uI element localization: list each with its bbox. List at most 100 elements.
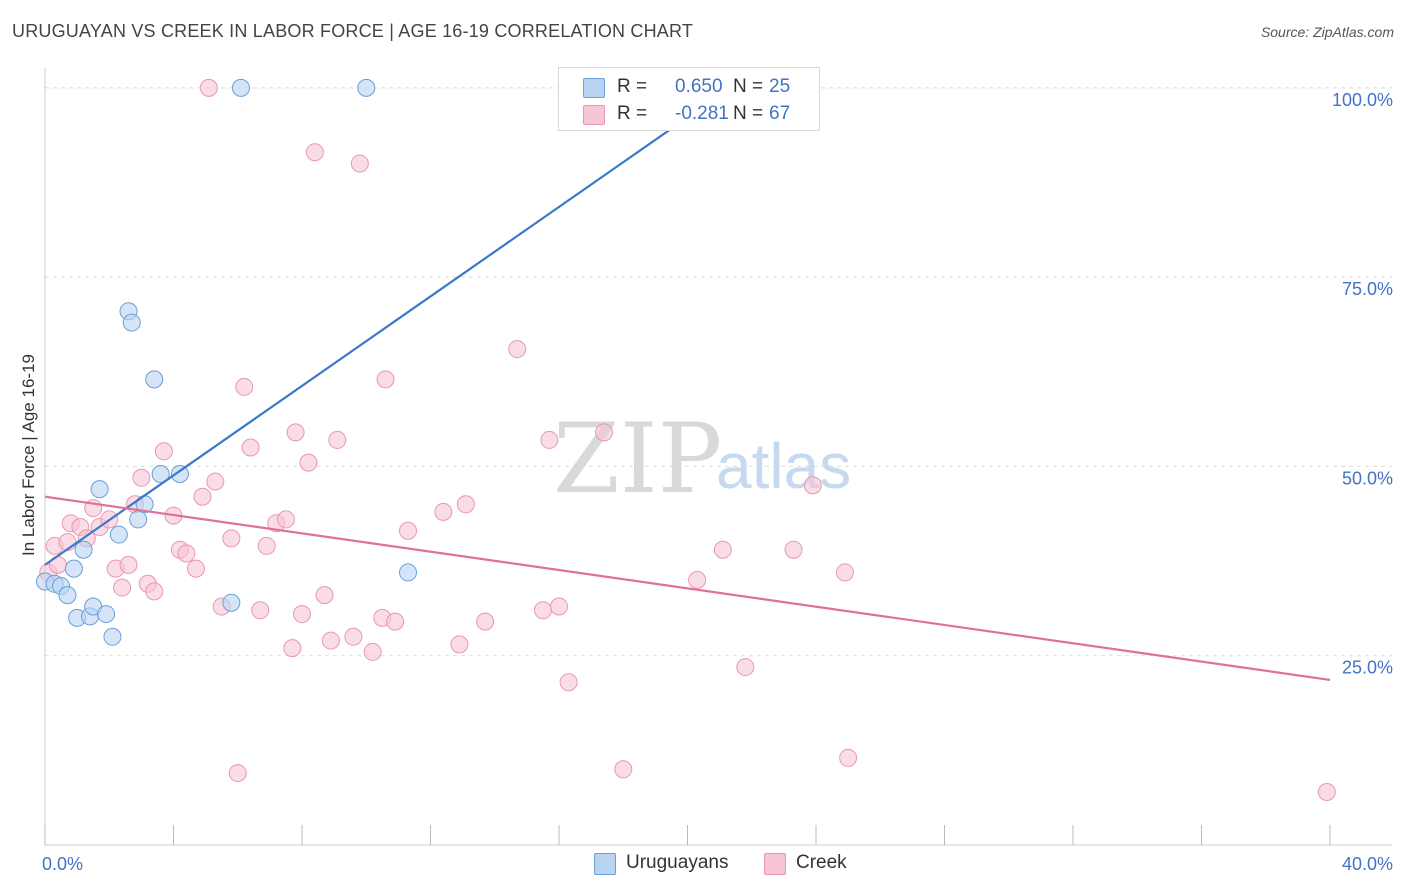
- watermark-zip-text: ZIP: [553, 403, 722, 515]
- creek-point: [222, 529, 241, 548]
- legend-r-value: -0.281: [675, 103, 729, 124]
- creek-point: [276, 510, 295, 529]
- creek-point: [550, 597, 568, 616]
- uruguayan-point: [151, 465, 170, 483]
- uruguayan-point: [64, 559, 83, 578]
- creek-point: [328, 430, 347, 449]
- creek-point: [299, 453, 318, 472]
- legend-r-value: 0.650: [675, 76, 723, 97]
- legend-n-label: N =: [733, 103, 764, 124]
- y-axis-label: In Labor Force | Age 16-19: [19, 354, 38, 556]
- uruguayan-point: [129, 510, 148, 529]
- creek-point: [803, 476, 822, 495]
- creek-point: [154, 442, 173, 461]
- creek-point: [456, 495, 475, 514]
- legend-swatch-uruguayans: [583, 78, 605, 98]
- creek-point: [540, 430, 559, 449]
- legend-n-value: 25: [769, 76, 791, 97]
- creek-point: [235, 377, 254, 396]
- creek-point: [241, 438, 260, 457]
- uruguayan-point: [145, 370, 164, 389]
- creek-point: [283, 639, 302, 658]
- creek-point: [839, 748, 858, 767]
- series-label-uruguayans: Uruguayans: [626, 852, 729, 873]
- creek-point: [350, 154, 369, 173]
- creek-point: [559, 673, 578, 692]
- creek-point: [399, 521, 418, 540]
- creek-point: [386, 612, 405, 631]
- creek-point: [293, 605, 311, 624]
- series-swatch-uruguayans: [594, 853, 616, 875]
- legend-n-label: N =: [733, 76, 764, 97]
- uruguayan-point: [222, 593, 241, 612]
- creek-point: [1317, 783, 1336, 801]
- creek-point: [119, 555, 138, 574]
- x-tick-label: 0.0%: [42, 854, 83, 874]
- creek-point: [434, 502, 453, 521]
- legend-swatch-creek: [583, 105, 605, 125]
- creek-point: [713, 540, 732, 559]
- watermark: ZIP atlas: [553, 403, 851, 515]
- uruguayan-point: [399, 563, 418, 582]
- creek-point: [784, 540, 803, 559]
- uruguayan-point: [109, 525, 128, 544]
- creek-point: [251, 601, 270, 620]
- creek-point: [186, 559, 205, 578]
- legend-r-label: R =: [617, 103, 648, 124]
- creek-point: [286, 423, 305, 442]
- creek-point: [257, 536, 276, 555]
- creek-point: [177, 544, 196, 563]
- uruguayan-point: [122, 313, 141, 332]
- creek-point: [228, 764, 247, 783]
- creek-point: [476, 612, 495, 631]
- legend-n-value: 67: [769, 103, 791, 124]
- creek-point: [614, 760, 633, 779]
- uruguayan-point: [103, 627, 122, 646]
- trend-lines: [44, 71, 1331, 682]
- legend-r-label: R =: [617, 76, 648, 97]
- correlation-legend: R = 0.650 N = 25 R = -0.281 N = 67: [558, 67, 820, 131]
- creek-point: [736, 658, 755, 677]
- x-tick-label: 40.0%: [1342, 854, 1393, 874]
- creek-point: [305, 143, 324, 162]
- creek-point: [835, 563, 854, 582]
- source-label: Source: ZipAtlas.com: [1260, 24, 1394, 40]
- creek-point: [594, 423, 613, 442]
- y-tick-label: 100.0%: [1332, 90, 1393, 110]
- y-tick-label: 75.0%: [1342, 279, 1393, 299]
- uruguayan-point: [58, 586, 77, 605]
- y-tick-label: 25.0%: [1342, 658, 1393, 678]
- uruguayan-point: [97, 605, 116, 624]
- creek-point: [688, 571, 707, 589]
- chart-title: URUGUAYAN VS CREEK IN LABOR FORCE | AGE …: [12, 21, 694, 41]
- creek-point: [344, 627, 363, 646]
- creek-point: [193, 487, 212, 506]
- uruguayan-trend-line: [44, 71, 753, 566]
- creek-point: [533, 601, 552, 620]
- series-swatch-creek: [764, 853, 786, 875]
- uruguayan-point: [74, 540, 93, 559]
- creek-point: [363, 642, 382, 661]
- uruguayan-point: [90, 480, 109, 499]
- creek-point: [199, 78, 218, 97]
- series-label-creek: Creek: [796, 852, 847, 873]
- creek-point: [376, 370, 395, 389]
- creek-trend-line: [44, 495, 1331, 682]
- creek-point: [206, 472, 225, 491]
- creek-point: [450, 635, 469, 654]
- tick-labels: 25.0% 50.0% 75.0% 100.0% 0.0% 40.0%: [42, 90, 1393, 874]
- uruguayan-point: [231, 78, 250, 97]
- creek-point: [113, 578, 132, 597]
- axes: [44, 68, 1392, 846]
- uruguayan-point: [357, 78, 376, 97]
- y-tick-label: 50.0%: [1342, 468, 1393, 488]
- creek-point: [321, 631, 340, 650]
- creek-point: [145, 582, 164, 601]
- creek-point: [315, 586, 334, 605]
- uruguayan-point: [170, 465, 189, 483]
- creek-point: [508, 340, 527, 359]
- creek-point: [132, 468, 151, 487]
- grid: [45, 87, 1392, 657]
- watermark-atlas-text: atlas: [716, 430, 851, 502]
